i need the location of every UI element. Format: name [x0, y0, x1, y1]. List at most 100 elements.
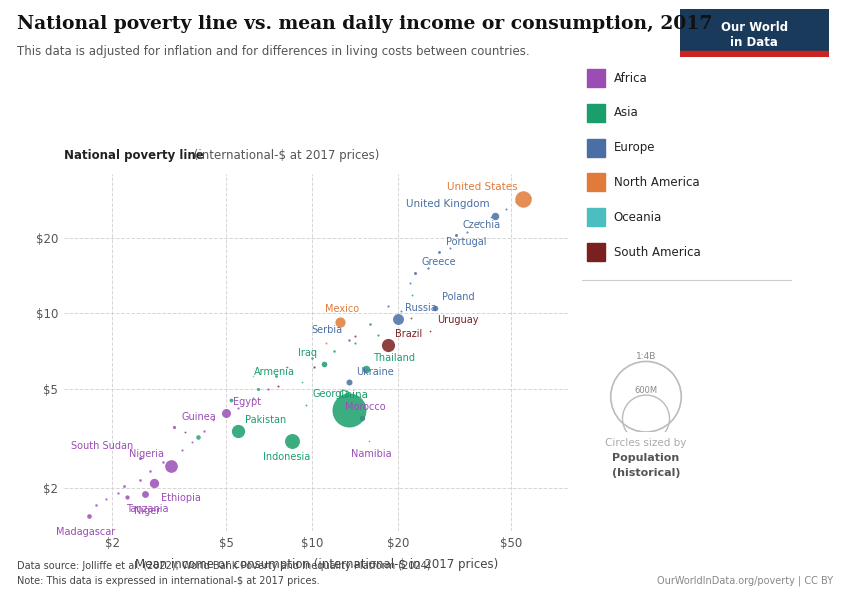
Text: Circles sized by: Circles sized by	[605, 438, 687, 448]
Text: Data source: Jolliffe et al. (2022); World Bank Poverty and Inequality Platform : Data source: Jolliffe et al. (2022); Wor…	[17, 561, 431, 571]
Point	[348, 331, 362, 341]
Point	[362, 436, 376, 445]
Point	[99, 494, 113, 503]
Point	[343, 406, 356, 415]
Text: Oceania: Oceania	[614, 211, 662, 224]
Point	[484, 212, 498, 222]
Point	[175, 445, 189, 455]
Point	[500, 204, 513, 214]
Point	[89, 500, 103, 509]
Point	[224, 395, 238, 405]
Point	[343, 335, 356, 345]
Point	[449, 230, 462, 240]
Text: Guinea: Guinea	[181, 412, 216, 422]
Text: Armenia: Armenia	[253, 367, 295, 377]
Text: Mexico: Mexico	[326, 304, 360, 314]
Point	[371, 330, 384, 340]
Text: National poverty line: National poverty line	[64, 149, 203, 162]
Point	[261, 384, 275, 394]
Point	[382, 340, 395, 349]
Text: Greece: Greece	[422, 257, 456, 268]
Text: South America: South America	[614, 245, 700, 259]
Text: Czechia: Czechia	[463, 220, 501, 230]
Point	[111, 488, 125, 497]
Text: National poverty line vs. mean daily income or consumption, 2017: National poverty line vs. mean daily inc…	[17, 15, 712, 33]
Text: Our World: Our World	[721, 21, 788, 34]
Text: (historical): (historical)	[612, 468, 680, 478]
Point	[317, 359, 331, 368]
Text: Population: Population	[612, 453, 680, 463]
Point	[428, 303, 442, 313]
Point	[252, 384, 265, 394]
Text: Brazil: Brazil	[395, 329, 422, 339]
Text: Africa: Africa	[614, 71, 648, 85]
Point	[231, 403, 245, 412]
Text: 1:4B: 1:4B	[636, 352, 656, 361]
Point	[472, 217, 485, 227]
Point	[246, 393, 259, 403]
Point	[327, 346, 341, 355]
Text: Georgia: Georgia	[313, 389, 350, 400]
Point	[156, 457, 169, 467]
Point	[421, 263, 434, 272]
Text: This data is adjusted for inflation and for differences in living costs between : This data is adjusted for inflation and …	[17, 45, 530, 58]
Point	[246, 371, 259, 381]
Text: Thailand: Thailand	[373, 353, 415, 363]
Point	[295, 377, 309, 387]
Point	[308, 362, 321, 372]
Text: Asia: Asia	[614, 106, 638, 119]
Text: (international-$ at 2017 prices): (international-$ at 2017 prices)	[190, 149, 379, 162]
Point	[360, 364, 373, 374]
Text: OurWorldInData.org/poverty | CC BY: OurWorldInData.org/poverty | CC BY	[657, 576, 833, 587]
Text: Ukraine: Ukraine	[356, 367, 394, 377]
Point	[433, 248, 446, 257]
Point	[382, 301, 395, 311]
Point	[343, 377, 356, 387]
Point	[82, 511, 95, 521]
Text: Madagascar: Madagascar	[56, 527, 116, 537]
Point	[143, 466, 156, 476]
Point	[516, 194, 530, 204]
Point	[523, 192, 536, 202]
Text: Serbia: Serbia	[311, 325, 342, 335]
Bar	[680, 51, 829, 57]
Text: Namibia: Namibia	[351, 449, 392, 459]
Point	[191, 433, 205, 442]
Point	[206, 415, 219, 425]
Text: Ethiopia: Ethiopia	[162, 493, 201, 503]
Point	[164, 461, 178, 471]
Point	[120, 492, 133, 502]
Point	[178, 427, 192, 437]
Point	[197, 426, 211, 436]
Text: Iraq: Iraq	[298, 348, 317, 358]
X-axis label: Mean income or consumption (international-$ in 2017 prices): Mean income or consumption (internationa…	[135, 558, 498, 571]
Text: United Kingdom: United Kingdom	[406, 199, 490, 209]
Text: Indonesia: Indonesia	[263, 452, 309, 462]
Point	[305, 353, 319, 363]
Point	[139, 489, 152, 499]
Point	[231, 426, 245, 436]
Point	[363, 319, 377, 328]
Point	[403, 278, 416, 288]
Point	[117, 481, 131, 490]
Point	[269, 371, 283, 381]
Text: North America: North America	[614, 176, 700, 189]
Text: Egypt: Egypt	[233, 397, 261, 407]
Text: Nigeria: Nigeria	[128, 449, 164, 459]
Point	[460, 227, 473, 236]
Text: Europe: Europe	[614, 141, 655, 154]
Point	[348, 338, 362, 348]
Point	[443, 244, 456, 253]
Text: United States: United States	[447, 182, 518, 193]
Point	[405, 290, 419, 300]
Text: in Data: in Data	[730, 36, 779, 49]
Text: Tanzania: Tanzania	[127, 503, 169, 514]
Point	[167, 422, 181, 432]
Point	[408, 268, 422, 278]
Point	[391, 314, 405, 323]
Point	[332, 317, 346, 327]
Text: Pakistan: Pakistan	[245, 415, 286, 425]
Text: 600M: 600M	[634, 386, 658, 395]
Text: Niger: Niger	[134, 506, 161, 517]
Text: China: China	[338, 391, 368, 400]
